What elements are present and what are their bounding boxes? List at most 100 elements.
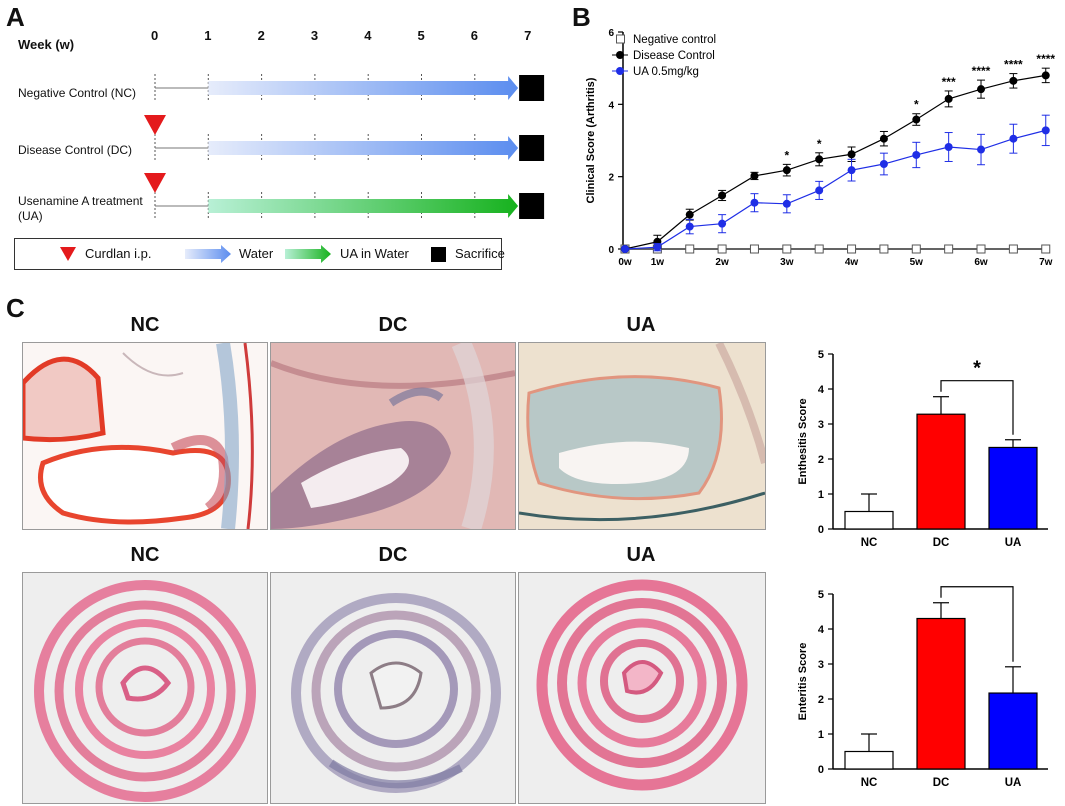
data-point bbox=[944, 143, 953, 152]
week-number: 3 bbox=[310, 28, 319, 43]
data-point bbox=[912, 115, 921, 124]
histo-image-ua-gut bbox=[518, 572, 766, 804]
histo-title-nc-1: NC bbox=[130, 314, 160, 336]
clinical-score-chart: 0 2 4 6 0w 1w 2w 3w 4w 5w 6w 7w Clinical Score (Arth… bbox=[585, 28, 1055, 268]
legend-ua-water-label: UA in Water bbox=[340, 246, 409, 261]
histo-title-ua-2: UA bbox=[626, 544, 656, 566]
bar-nc bbox=[844, 750, 894, 770]
data-point bbox=[717, 244, 727, 254]
panel-label-c: C bbox=[6, 293, 25, 323]
enthesitis-chart: 0 1 2 3 4 5 Enthesitis Score NC DC UA * bbox=[797, 349, 1048, 549]
histo-title-dc-1: DC bbox=[378, 314, 408, 336]
significance-bracket bbox=[940, 380, 1014, 435]
data-point bbox=[879, 160, 888, 169]
y-tick-label: 5 bbox=[818, 349, 824, 361]
data-point bbox=[944, 244, 954, 254]
data-point bbox=[847, 244, 857, 254]
y-tick-label: 3 bbox=[818, 419, 824, 431]
histo-image-ua-enthesis bbox=[518, 342, 766, 530]
legend-label: Negative control bbox=[633, 34, 716, 46]
legend-curdlan-label: Curdlan i.p. bbox=[85, 246, 152, 261]
x-tick-label: 2w bbox=[715, 257, 729, 268]
group-label-dc: Disease Control (DC) bbox=[18, 143, 133, 157]
curdlan-marker bbox=[144, 173, 166, 193]
group-label-ua: Usenamine A treatment bbox=[18, 194, 143, 208]
data-point bbox=[879, 134, 888, 143]
data-point bbox=[621, 245, 629, 253]
y-tick-label: 3 bbox=[818, 659, 824, 671]
data-point bbox=[1041, 71, 1050, 80]
y-tick-label: 6 bbox=[608, 28, 614, 39]
week-number: 6 bbox=[470, 28, 479, 43]
legend-label: UA 0.5mg/kg bbox=[633, 66, 699, 78]
x-tick-label: 5w bbox=[910, 257, 924, 268]
histo-title-ua-1: UA bbox=[626, 314, 656, 336]
panel-label-a: A bbox=[6, 2, 25, 32]
significance-mark: * bbox=[914, 98, 919, 112]
data-point bbox=[847, 150, 856, 159]
significance-bracket bbox=[940, 586, 1014, 662]
bar-nc bbox=[844, 510, 894, 530]
y-tick-label: 4 bbox=[818, 624, 825, 636]
significance-mark: * bbox=[973, 358, 981, 380]
data-point bbox=[1009, 76, 1018, 85]
data-point bbox=[750, 198, 759, 207]
ua-water-legend-icon bbox=[285, 245, 331, 263]
y-tick-label: 0 bbox=[818, 524, 824, 536]
sacrifice-marker bbox=[519, 75, 545, 101]
week-axis-label: Week (w) bbox=[18, 37, 75, 52]
y-tick-label: 2 bbox=[608, 173, 614, 184]
x-tick-label: NC bbox=[861, 537, 878, 549]
data-point bbox=[685, 222, 694, 231]
series-1 bbox=[621, 67, 1050, 253]
significance-mark: **** bbox=[1004, 58, 1023, 72]
y-tick-label: 1 bbox=[818, 489, 824, 501]
x-tick-label: 1w bbox=[651, 257, 665, 268]
y-axis-label: Enthesitis Score bbox=[797, 398, 809, 484]
bar-dc bbox=[916, 617, 966, 770]
data-point bbox=[912, 150, 921, 159]
bar-dc bbox=[916, 413, 966, 530]
schedule-legend: Curdlan i.p. Water UA in Water Sacrifice bbox=[14, 238, 505, 270]
y-tick-label: 5 bbox=[818, 589, 824, 601]
y-tick-label: 1 bbox=[818, 729, 824, 741]
panel-label-b: B bbox=[572, 2, 591, 32]
significance-mark: * bbox=[817, 137, 822, 151]
data-point bbox=[653, 243, 662, 252]
x-tick-label: NC bbox=[861, 777, 878, 789]
data-point bbox=[976, 244, 986, 254]
y-tick-label: 2 bbox=[818, 694, 824, 706]
x-tick-label: UA bbox=[1005, 777, 1022, 789]
water-arrow bbox=[208, 76, 519, 100]
histo-image-nc-gut bbox=[22, 572, 268, 804]
data-point bbox=[782, 166, 791, 175]
histo-title-dc-2: DC bbox=[378, 544, 408, 566]
data-point bbox=[911, 244, 921, 254]
data-point bbox=[944, 94, 953, 103]
week-number: 5 bbox=[417, 28, 425, 43]
data-point bbox=[782, 244, 792, 254]
schedule-diagram bbox=[144, 74, 545, 220]
data-point bbox=[750, 171, 759, 180]
x-tick-label: 4w bbox=[845, 257, 859, 268]
group-label-nc: Negative Control (NC) bbox=[18, 86, 137, 100]
bar-ua bbox=[988, 446, 1038, 530]
x-tick-label: DC bbox=[933, 777, 950, 789]
data-point bbox=[977, 85, 986, 94]
curdlan-marker bbox=[144, 115, 166, 135]
chart-legend: Negative control Disease Control UA 0.5mg/… bbox=[612, 34, 716, 78]
histo-image-nc-enthesis bbox=[22, 342, 268, 530]
legend-water-label: Water bbox=[239, 246, 274, 261]
data-point bbox=[782, 199, 791, 208]
data-point bbox=[1041, 244, 1051, 254]
data-point bbox=[815, 186, 824, 195]
significance-mark: **** bbox=[972, 64, 991, 78]
week-number: 0 bbox=[151, 28, 159, 43]
legend-marker bbox=[616, 34, 625, 44]
data-point bbox=[1009, 134, 1018, 143]
x-tick-label: 7w bbox=[1039, 257, 1053, 268]
series-2 bbox=[621, 114, 1050, 253]
histo-image-dc-gut bbox=[270, 572, 516, 804]
y-axis-label: Enteritis Score bbox=[797, 643, 809, 721]
week-number: 1 bbox=[204, 28, 212, 43]
